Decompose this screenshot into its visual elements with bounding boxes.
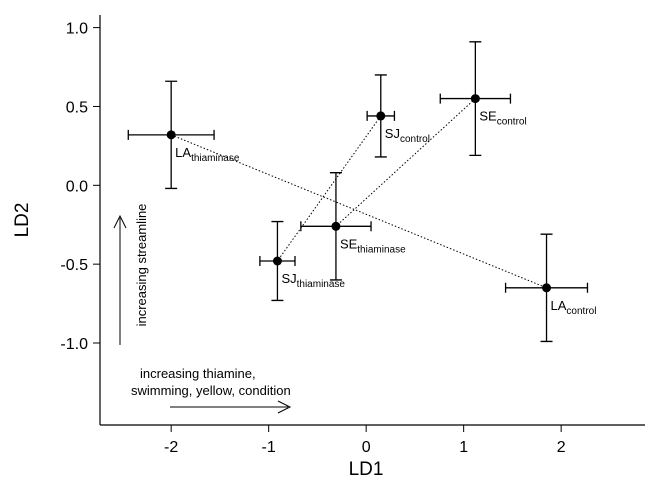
y-tick-label: 0.0 bbox=[66, 178, 88, 195]
point-label-sub: thiaminase bbox=[191, 153, 240, 164]
connector bbox=[170, 134, 547, 289]
point-label-main: SE bbox=[479, 109, 497, 124]
annotation: swimming, yellow, condition bbox=[131, 383, 291, 398]
point-label: SJcontrol bbox=[385, 126, 430, 145]
point-label: LAcontrol bbox=[551, 298, 597, 317]
point-label-sub: control bbox=[497, 117, 527, 128]
point bbox=[470, 94, 480, 104]
point-label-sub: control bbox=[400, 134, 430, 145]
point bbox=[166, 130, 176, 140]
point-label: SEcontrol bbox=[479, 109, 526, 128]
arrow-head bbox=[113, 214, 127, 229]
point bbox=[272, 256, 282, 266]
point-label-sub: control bbox=[566, 306, 596, 317]
point-label: SEthiaminase bbox=[340, 236, 406, 255]
y-tick-label: -0.5 bbox=[60, 257, 88, 274]
x-tick-label: -2 bbox=[164, 439, 178, 456]
x-axis-label: LD1 bbox=[349, 459, 384, 480]
point-label-main: LA bbox=[175, 145, 191, 160]
point bbox=[331, 221, 341, 231]
x-tick-label: -1 bbox=[262, 439, 276, 456]
x-tick-label: 2 bbox=[557, 439, 566, 456]
y-axis-label: LD2 bbox=[12, 203, 33, 238]
point bbox=[376, 111, 386, 121]
annotation: increasing thiamine, bbox=[140, 366, 256, 381]
point-label-sub: thiaminase bbox=[297, 279, 346, 290]
connector bbox=[335, 98, 476, 227]
x-tick-label: 0 bbox=[362, 439, 371, 456]
point-label-main: SJ bbox=[281, 271, 296, 286]
y-tick-label: -1.0 bbox=[60, 336, 88, 353]
x-tick-label: 1 bbox=[459, 439, 468, 456]
y-tick-label: 1.0 bbox=[66, 21, 88, 38]
point-label-main: LA bbox=[551, 298, 567, 313]
arrow-head bbox=[277, 400, 292, 414]
y-tick-label: 0.5 bbox=[66, 99, 88, 116]
point bbox=[542, 283, 552, 293]
point-label: SJthiaminase bbox=[281, 271, 345, 290]
point-label-main: SE bbox=[340, 236, 358, 251]
point-label-main: SJ bbox=[385, 126, 400, 141]
point-label-sub: thiaminase bbox=[357, 244, 406, 255]
connector bbox=[277, 115, 382, 262]
point-label: LAthiaminase bbox=[175, 145, 240, 164]
annotation: increasing streamline bbox=[134, 204, 149, 327]
